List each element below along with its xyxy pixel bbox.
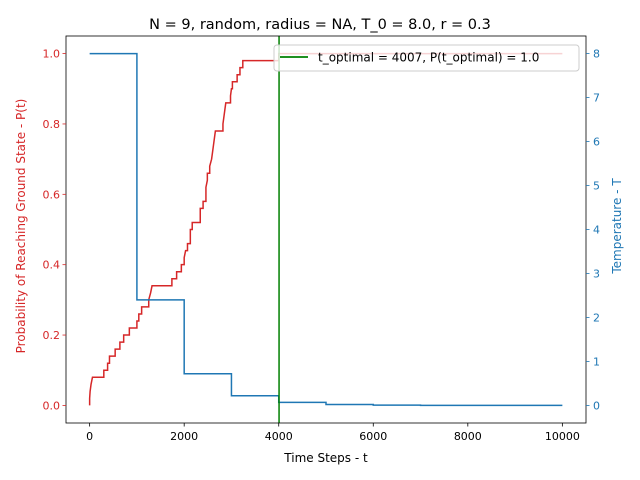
temperature-series-line <box>89 52 563 407</box>
probability-series-line <box>88 52 563 406</box>
left-y-axis-label: Probability of Reaching Ground State - P… <box>14 99 28 354</box>
legend-label: t_optimal = 4007, P(t_optimal) = 1.0 <box>318 51 539 65</box>
right-y-tick-label: 1 <box>593 355 600 368</box>
x-tick-label: 2000 <box>170 430 198 443</box>
right-y-tick-label: 3 <box>593 267 600 280</box>
right-y-tick-label: 7 <box>593 92 600 105</box>
left-y-tick-label: 0.6 <box>43 188 61 201</box>
legend-box <box>273 44 580 72</box>
left-y-tick-label: 0.4 <box>43 259 61 272</box>
x-tick-label: 0 <box>86 430 93 443</box>
plot-frame <box>65 35 587 424</box>
x-tick-label: 6000 <box>359 430 387 443</box>
legend: t_optimal = 4007, P(t_optimal) = 1.0 <box>273 44 580 72</box>
chart-title: N = 9, random, radius = NA, T_0 = 8.0, r… <box>149 17 491 33</box>
left-y-axis: 0.0 0.2 0.4 0.6 0.8 1.0 <box>43 48 66 412</box>
right-y-tick-label: 4 <box>593 224 600 237</box>
plot-area <box>65 35 587 424</box>
right-y-tick-label: 2 <box>593 311 600 324</box>
x-axis-label: Time Steps - t <box>283 451 368 465</box>
x-axis: 0 2000 4000 6000 8000 10000 <box>86 423 580 443</box>
right-y-axis-label: Temperature - T <box>610 178 624 275</box>
x-tick-label: 4000 <box>265 430 293 443</box>
right-y-tick-label: 0 <box>593 399 600 412</box>
left-y-tick-label: 0.2 <box>43 329 61 342</box>
left-y-tick-label: 0.0 <box>43 399 61 412</box>
x-tick-label: 8000 <box>454 430 482 443</box>
left-y-tick-label: 1.0 <box>43 48 61 61</box>
right-y-axis: 0 1 2 3 4 5 6 7 8 <box>586 48 600 412</box>
right-y-tick-label: 6 <box>593 136 600 149</box>
right-y-tick-label: 5 <box>593 180 600 193</box>
x-tick-label: 10000 <box>545 430 580 443</box>
left-y-tick-label: 0.8 <box>43 118 61 131</box>
right-y-tick-label: 8 <box>593 48 600 61</box>
